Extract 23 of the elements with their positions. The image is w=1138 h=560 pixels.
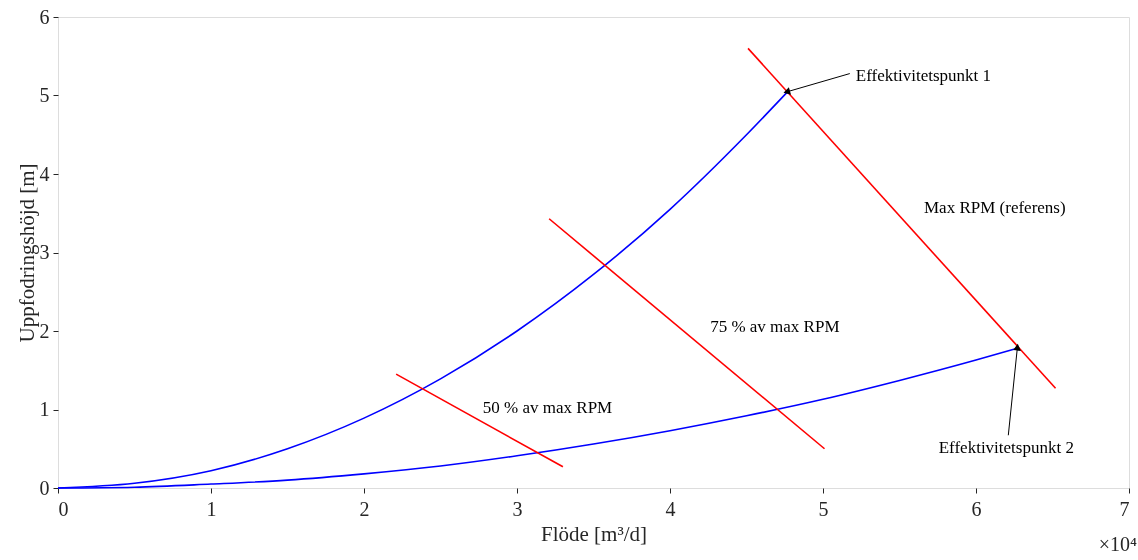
- y-tick-label: 0: [39, 476, 50, 499]
- series-label: 50 % av max RPM: [482, 398, 613, 418]
- x-tick-label: 0: [58, 497, 69, 520]
- y-axis-title: Uppfodringshöjd [m]: [14, 163, 39, 343]
- x-tick-label: 1: [206, 497, 217, 520]
- y-tick-label: 6: [39, 5, 50, 28]
- x-tick-label: 6: [971, 497, 982, 520]
- x-tick-label: 5: [818, 497, 829, 520]
- annotation: Effektivitetspunkt 1: [855, 65, 992, 85]
- x-tick-label: 7: [1119, 497, 1130, 520]
- series-label: Max RPM (referens): [923, 198, 1066, 218]
- y-tick-label: 2: [39, 319, 50, 342]
- y-tick-label: 5: [39, 84, 50, 106]
- annotation: Effektivitetspunkt 2: [938, 438, 1074, 458]
- series-label: 75 % av max RPM: [710, 316, 840, 336]
- y-tick-label: 4: [39, 162, 50, 185]
- x-axis-title: Flöde [m³/d]: [540, 521, 648, 546]
- x-tick-label: 3: [512, 497, 523, 520]
- text: ×10⁴: [1098, 533, 1138, 555]
- x-tick-label: 4: [665, 497, 676, 520]
- y-tick-label: 1: [39, 398, 50, 420]
- x-tick-label: 2: [359, 497, 370, 520]
- y-tick-label: 3: [39, 241, 50, 263]
